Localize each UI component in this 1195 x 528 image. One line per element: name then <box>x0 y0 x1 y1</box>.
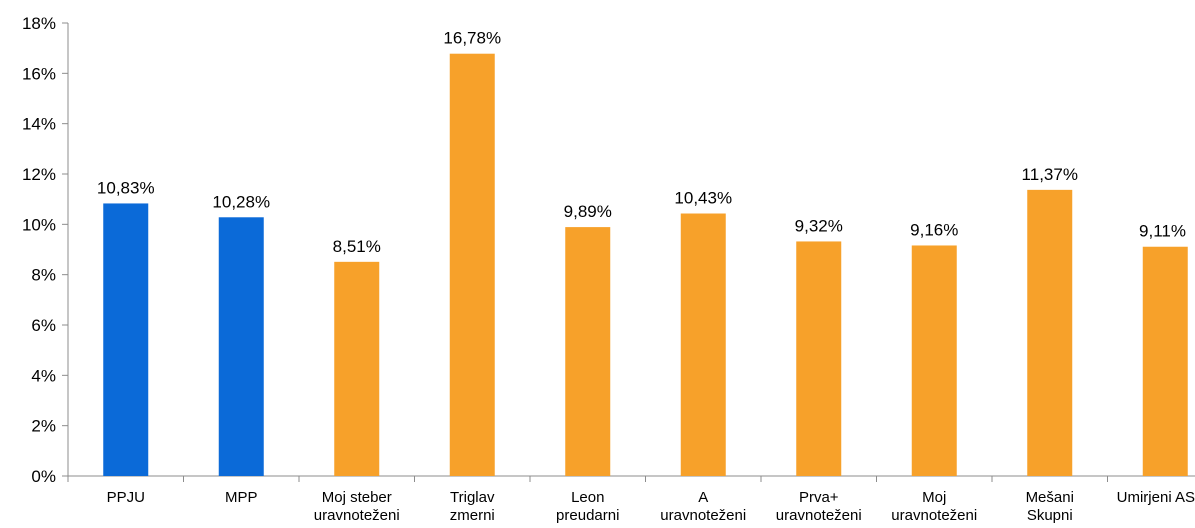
y-axis-ticks: 0% 2% 4% 6% 8% 10% 12% 14% 16% 18% <box>22 14 68 486</box>
x-tick-label-line: uravnoteženi <box>776 507 862 524</box>
y-tick-label: 16% <box>22 64 56 83</box>
x-tick-label: Prva+ uravnoteženi <box>776 489 862 524</box>
data-label: 16,78% <box>443 29 501 48</box>
x-tick-label-line: Leon <box>571 489 604 506</box>
data-label: 11,37% <box>1022 165 1078 184</box>
bar <box>449 53 495 476</box>
y-tick-label: 14% <box>22 115 56 134</box>
bar <box>680 213 726 477</box>
x-tick-label-line: Umirjeni AS <box>1117 489 1195 506</box>
x-tick-label-line: uravnoteženi <box>314 507 400 524</box>
y-tick-label: 2% <box>31 417 56 436</box>
data-label: 9,16% <box>910 220 958 239</box>
x-tick-label: PPJU <box>107 489 145 506</box>
bar <box>911 245 957 476</box>
x-tick-label: Umirjeni AS <box>1117 489 1195 506</box>
y-tick-label: 0% <box>31 467 56 486</box>
y-tick-label: 12% <box>22 165 56 184</box>
x-tick-label-line: A <box>698 489 708 506</box>
bar <box>103 203 149 476</box>
data-label: 10,28% <box>212 192 270 211</box>
x-tick-label: Moj steber uravnoteženi <box>314 489 400 524</box>
x-tick-label-line: Skupni <box>1027 507 1073 524</box>
data-label: 9,11% <box>1139 222 1186 241</box>
bar <box>218 217 264 476</box>
data-label: 10,83% <box>97 178 155 197</box>
x-tick-label-line: zmerni <box>450 507 495 524</box>
data-label: 9,32% <box>795 216 843 235</box>
bar <box>1027 189 1073 477</box>
chart-data-labels: 10,83% 10,28% 8,51% 16,78% 9,89% 10,43% 9,32% 9… <box>97 29 1186 256</box>
chart-bars <box>103 53 1188 477</box>
x-tick-label: Leon preudarni <box>556 489 619 524</box>
y-tick-label: 6% <box>31 316 56 335</box>
x-tick-label: Mešani Skupni <box>1026 489 1074 524</box>
x-tick-label-line: PPJU <box>107 489 145 506</box>
x-tick-label: MPP <box>225 489 258 506</box>
data-label: 9,89% <box>564 202 612 221</box>
x-tick-label-line: Mešani <box>1026 489 1074 506</box>
x-tick-label-line: Triglav <box>450 489 495 506</box>
x-tick-label-line: Prva+ <box>799 489 839 506</box>
y-tick-label: 8% <box>31 266 56 285</box>
bar <box>565 227 611 476</box>
x-tick-label: Moj uravnoteženi <box>891 489 977 524</box>
x-tick-label-line: preudarni <box>556 507 619 524</box>
x-tick-label: Triglav zmerni <box>450 489 495 524</box>
y-tick-label: 10% <box>22 215 56 234</box>
bar <box>796 241 842 476</box>
x-tick-label-line: uravnoteženi <box>660 507 746 524</box>
data-label: 10,43% <box>674 189 732 208</box>
x-tick-label-line: uravnoteženi <box>891 507 977 524</box>
x-tick-label-line: Moj steber <box>322 489 392 506</box>
x-tick-label-line: MPP <box>225 489 258 506</box>
y-tick-label: 18% <box>22 14 56 33</box>
bar <box>1142 246 1188 476</box>
y-tick-label: 4% <box>31 366 56 385</box>
bar <box>334 261 380 476</box>
data-label: 8,51% <box>333 237 381 256</box>
x-tick-label-line: Moj <box>922 489 946 506</box>
